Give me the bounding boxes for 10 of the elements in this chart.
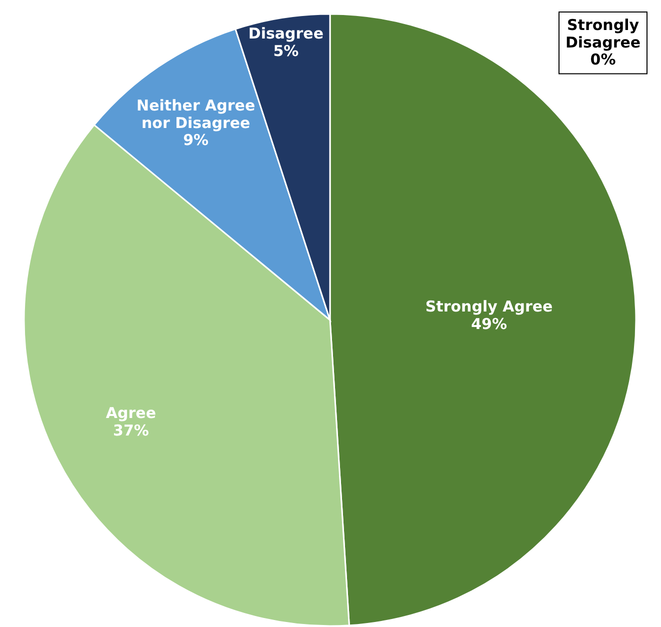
category-label: Strongly Disagree — [565, 16, 641, 52]
data-label: 9% — [183, 131, 209, 150]
data-label: 37% — [113, 421, 149, 440]
slice-label: Agree — [106, 404, 156, 422]
slice-label: Disagree — [248, 24, 324, 43]
slice-label: Strongly Agree — [425, 298, 553, 316]
text: 0% — [590, 50, 616, 68]
data-label: 5% — [273, 42, 299, 60]
slice-label: Neither Agree nor Disagree — [136, 96, 256, 132]
data-label: 49% — [471, 314, 507, 333]
